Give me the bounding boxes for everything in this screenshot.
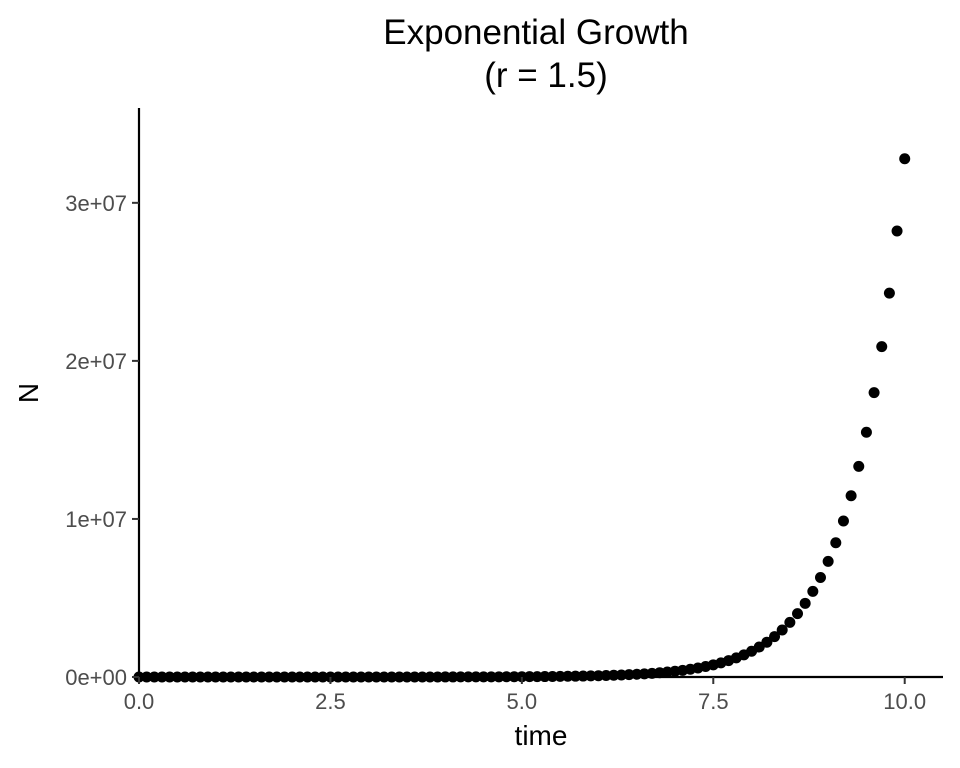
- data-point: [899, 153, 911, 165]
- data-point: [769, 631, 781, 643]
- data-point: [830, 537, 842, 549]
- y-axis-title: N: [13, 383, 44, 403]
- data-point: [868, 387, 880, 399]
- data-point: [860, 426, 872, 438]
- x-axis-title: time: [515, 720, 568, 751]
- y-tick-label: 2e+07: [65, 349, 127, 374]
- data-point: [891, 225, 903, 237]
- y-tick-label: 0e+00: [65, 665, 127, 690]
- data-point: [784, 616, 796, 628]
- chart-title: Exponential Growth: [383, 13, 688, 52]
- data-point: [792, 608, 804, 620]
- data-point: [776, 624, 788, 636]
- data-point: [822, 555, 834, 567]
- data-point: [876, 341, 888, 353]
- data-point: [853, 460, 865, 472]
- y-tick-label: 1e+07: [65, 507, 127, 532]
- data-point: [814, 572, 826, 584]
- data-point: [845, 490, 857, 502]
- data-point: [799, 597, 811, 609]
- data-point: [761, 636, 773, 648]
- x-tick-label: 10.0: [883, 689, 926, 714]
- x-tick-label: 7.5: [698, 689, 729, 714]
- data-point: [807, 585, 819, 597]
- x-axis-ticks: 0.0 2.5 5.0 7.5 10.0: [124, 677, 926, 714]
- data-point: [883, 287, 895, 299]
- x-tick-label: 0.0: [124, 689, 155, 714]
- data-point: [592, 670, 604, 682]
- data-point: [585, 670, 597, 682]
- x-tick-label: 5.0: [507, 689, 538, 714]
- y-tick-label: 3e+07: [65, 191, 127, 216]
- plot-area: [133, 153, 911, 683]
- data-point: [600, 670, 612, 682]
- data-point: [837, 515, 849, 527]
- x-tick-label: 2.5: [315, 689, 346, 714]
- chart-subtitle: (r = 1.5): [484, 56, 608, 95]
- y-axis-ticks: 0e+00 1e+07 2e+07 3e+07: [65, 191, 139, 690]
